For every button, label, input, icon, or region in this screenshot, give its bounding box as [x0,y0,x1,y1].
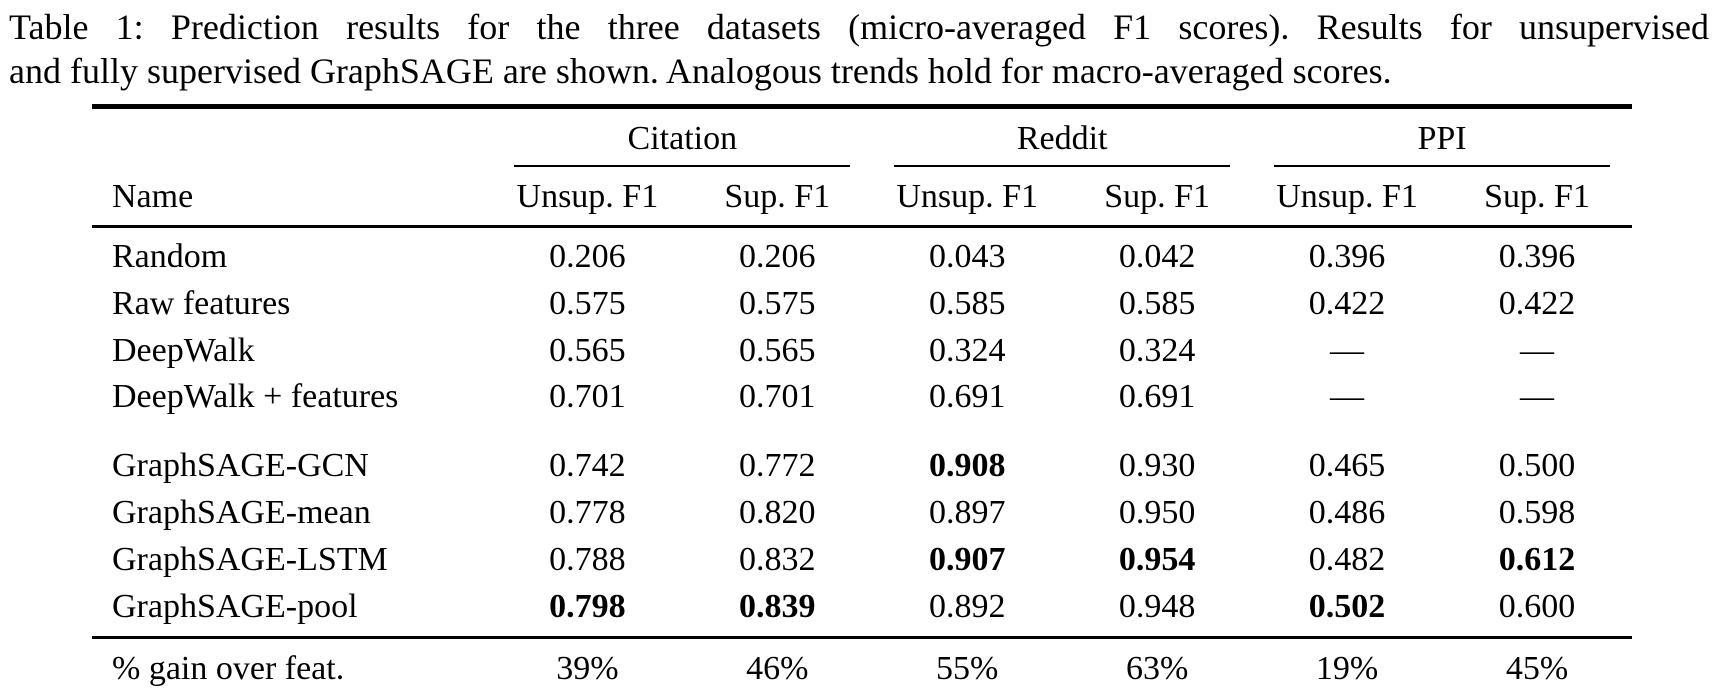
cell-value: 0.691 [928,378,1006,416]
table-row: GraphSAGE-GCN 0.742 0.772 0.908 0.930 0.… [92,427,1632,490]
row-label: GraphSAGE-LSTM [112,540,388,578]
cell-value: 0.772 [739,447,816,485]
column-header-row: Name Unsup. F1 Sup. F1 Unsup. F1 Sup. F1… [92,166,1632,228]
group-label: Reddit [1016,119,1108,157]
cell-value: 0.701 [549,378,626,416]
group-header-reddit: Reddit [872,106,1252,167]
cell-value: — [1520,378,1554,416]
cell-value: 19% [1252,636,1443,692]
cell-value: 0.612 [1498,540,1576,578]
cell-value: 0.575 [739,284,816,322]
caption-line-1: Table 1: Prediction results for the thre… [9,7,1709,47]
gain-summary-row: % gain over feat. 39% 46% 55% 63% 19% 45… [92,636,1632,692]
table-row: Raw features 0.575 0.575 0.585 0.585 0.4… [92,281,1632,328]
cell-value: 0.954 [1118,540,1196,578]
cell-value: 0.907 [928,540,1006,578]
cell-value: 0.422 [1498,284,1576,322]
cell-value: 0.778 [549,493,626,531]
cell-value: 0.482 [1308,540,1386,578]
cell-value: 0.820 [739,493,816,531]
column-header-reddit-sup: Sup. F1 [1062,166,1253,228]
cell-value: 0.892 [928,587,1006,625]
table-row: DeepWalk + features 0.701 0.701 0.691 0.… [92,374,1632,427]
cell-value: 0.396 [1308,238,1386,275]
cell-value: 0.798 [549,587,626,625]
cell-value: — [1330,378,1365,416]
group-label: Citation [627,119,738,157]
table-row: DeepWalk 0.565 0.565 0.324 0.324 — — [92,328,1632,375]
table-row: GraphSAGE-LSTM 0.788 0.832 0.907 0.954 0… [92,537,1632,584]
results-table: Citation Reddit PPI Name Unsup. F1 Sup. … [92,103,1632,692]
cell-value: 45% [1442,636,1632,692]
cell-value: 0.908 [928,447,1006,485]
group-header-ppi: PPI [1252,106,1632,167]
cell-value: 0.691 [1118,378,1196,416]
cell-value: 0.500 [1498,447,1576,485]
cell-value: — [1330,331,1365,369]
column-header-ppi-unsup: Unsup. F1 [1252,166,1443,228]
cell-value: 46% [682,636,873,692]
row-label: GraphSAGE-mean [112,493,371,531]
row-label: Random [112,238,228,275]
cell-value: 0.950 [1118,493,1196,531]
cell-value: 0.043 [928,238,1006,275]
group-header-citation: Citation [492,106,872,167]
cell-value: 0.788 [549,540,626,578]
cell-value: 55% [872,636,1063,692]
column-header-name: Name [92,166,493,228]
group-label: PPI [1417,119,1467,157]
cell-value: 0.839 [739,587,816,625]
table-caption: Table 1: Prediction results for the thre… [9,6,1709,94]
table-row: Random 0.206 0.206 0.043 0.042 0.396 0.3… [92,227,1632,281]
cell-value: 0.897 [928,493,1006,531]
cell-value: 0.486 [1308,493,1386,531]
cell-value: 0.585 [1118,284,1196,322]
cell-value: 0.585 [928,284,1006,322]
cell-value: 0.832 [739,540,816,578]
cell-value: 0.742 [549,447,626,485]
cell-value: — [1520,331,1554,369]
cell-value: 0.930 [1118,447,1196,485]
row-label: DeepWalk [112,331,255,369]
cell-value: 0.422 [1308,284,1386,322]
cell-value: 0.396 [1498,238,1576,275]
row-label: DeepWalk + features [112,378,399,416]
cell-value: 0.465 [1308,447,1386,485]
column-header-citation-sup: Sup. F1 [682,166,873,228]
cell-value: 63% [1062,636,1253,692]
cell-value: 0.565 [739,331,816,369]
group-header-row: Citation Reddit PPI [92,106,1632,167]
row-label: Raw features [112,284,291,322]
column-header-ppi-sup: Sup. F1 [1442,166,1632,228]
caption-line-2: and fully supervised GraphSAGE are shown… [9,50,1392,91]
cell-value: 39% [492,636,683,692]
cell-value: 0.701 [739,378,816,416]
cell-value: 0.042 [1118,238,1196,275]
cell-value: 0.598 [1498,493,1576,531]
column-header-citation-unsup: Unsup. F1 [492,166,683,228]
cell-value: 0.324 [1118,331,1196,369]
column-header-reddit-unsup: Unsup. F1 [872,166,1063,228]
cell-value: 0.575 [549,284,626,322]
cell-value: 0.600 [1498,587,1576,625]
cell-value: 0.565 [549,331,626,369]
group-underline [1274,164,1610,167]
cell-value: 0.206 [549,238,626,275]
row-label: GraphSAGE-pool [112,587,358,625]
group-underline [894,164,1231,167]
cell-value: 0.324 [928,331,1006,369]
table-row: GraphSAGE-pool 0.798 0.839 0.892 0.948 0… [92,584,1632,638]
table-row: GraphSAGE-mean 0.778 0.820 0.897 0.950 0… [92,490,1632,537]
cell-value: 0.502 [1308,587,1386,625]
cell-value: 0.948 [1118,587,1196,625]
group-underline [514,164,851,167]
cell-value: 0.206 [739,238,816,275]
row-label: GraphSAGE-GCN [112,447,369,485]
empty-corner-cell [92,106,492,167]
row-label: % gain over feat. [92,636,493,692]
